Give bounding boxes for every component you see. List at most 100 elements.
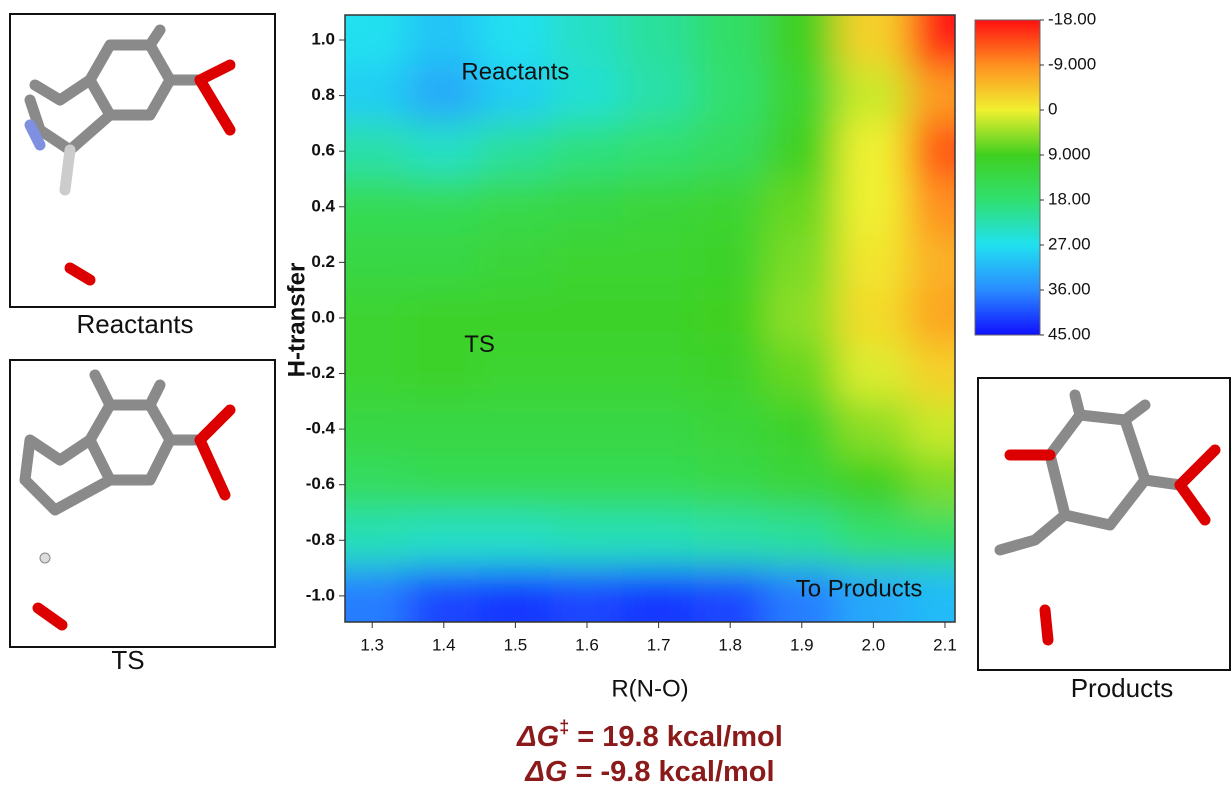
heat-cell	[765, 456, 839, 514]
heat-cell	[693, 234, 767, 292]
heat-cell	[407, 234, 481, 292]
heat-cell	[275, 0, 409, 69]
colorbar-tick-label: 27.00	[1048, 234, 1091, 253]
heat-cell	[837, 234, 911, 292]
y-tick-label: -0.8	[306, 530, 335, 549]
heat-cell	[693, 345, 767, 403]
heat-cell	[479, 400, 553, 458]
symbol-mark: ‡	[559, 717, 569, 737]
y-tick-label: -0.6	[306, 474, 335, 493]
panel-caption: TS	[111, 645, 144, 675]
heat-cell	[837, 122, 911, 180]
heat-cell	[622, 400, 696, 458]
heat-cell	[407, 122, 481, 180]
heat-cell	[765, 234, 839, 292]
x-tick-label: 2.0	[862, 635, 886, 654]
x-tick-label: 1.6	[575, 635, 599, 654]
heat-cell	[550, 234, 624, 292]
heat-cell	[765, 0, 839, 69]
heat-cell	[693, 67, 767, 125]
panel-caption: Products	[1071, 673, 1174, 703]
energy-text: = -9.8 kcal/mol	[567, 756, 774, 788]
reactants-panel: Reactants	[10, 14, 275, 339]
panel-caption: Reactants	[76, 309, 193, 339]
heat-cell	[622, 345, 696, 403]
heat-cell	[550, 122, 624, 180]
heatmap	[275, 0, 1041, 685]
heat-cell	[765, 178, 839, 236]
heat-cell	[407, 400, 481, 458]
heat-cell	[479, 511, 553, 569]
heat-cell	[765, 289, 839, 347]
heat-cell	[693, 400, 767, 458]
colorbar-tick-label: 45.00	[1048, 324, 1091, 343]
x-tick-label: 1.4	[432, 635, 456, 654]
heat-cell	[407, 511, 481, 569]
y-tick-label: 1.0	[311, 29, 335, 48]
heat-cell	[275, 567, 409, 685]
heat-cell	[765, 122, 839, 180]
heat-cell	[407, 178, 481, 236]
heat-cell	[622, 0, 696, 69]
y-tick-label: -0.2	[306, 363, 335, 382]
heat-cell	[693, 511, 767, 569]
products-panel: Products	[978, 378, 1230, 703]
heat-cell	[479, 456, 553, 514]
y-tick-label: -1.0	[306, 585, 335, 604]
reaction-energy: ΔG = -9.8 kcal/mol	[524, 756, 774, 788]
y-tick-label: 0.4	[311, 196, 335, 215]
y-axis-label: H-transfer	[283, 263, 310, 378]
heat-cell	[765, 67, 839, 125]
annotation: To Products	[796, 576, 923, 603]
x-axis-label: R(N-O)	[611, 675, 688, 702]
heat-cell	[837, 511, 911, 569]
x-tick-label: 1.5	[504, 635, 528, 654]
heat-cell	[837, 456, 911, 514]
colorbar-tick-label: 36.00	[1048, 279, 1091, 298]
y-tick-label: 0.6	[311, 141, 335, 160]
heat-cell	[622, 122, 696, 180]
heat-cell	[622, 289, 696, 347]
x-tick-label: 1.7	[647, 635, 671, 654]
heat-cell	[837, 289, 911, 347]
heat-cell	[550, 178, 624, 236]
colorbar	[975, 20, 1040, 335]
heat-cell	[765, 400, 839, 458]
energy-text: = 19.8 kcal/mol	[569, 721, 783, 753]
y-tick-label: 0.8	[311, 85, 335, 104]
heat-cell	[693, 0, 767, 69]
x-tick-label: 1.8	[718, 635, 742, 654]
colorbar-tick-label: -18.00	[1048, 9, 1096, 28]
symbol: ΔG	[524, 756, 567, 788]
heat-cell	[765, 511, 839, 569]
heat-cell	[837, 0, 911, 69]
heat-cell	[479, 178, 553, 236]
heat-cell	[622, 456, 696, 514]
heat-cell	[837, 400, 911, 458]
heat-cell	[479, 234, 553, 292]
x-tick-label: 1.9	[790, 635, 814, 654]
y-tick-label: 0.2	[311, 252, 335, 271]
annotation: Reactants	[461, 59, 569, 86]
heat-cell	[693, 456, 767, 514]
heat-cell	[837, 67, 911, 125]
y-tick-label: -0.4	[306, 419, 336, 438]
heat-cell	[837, 345, 911, 403]
heat-cell	[837, 178, 911, 236]
heat-cell	[693, 289, 767, 347]
heat-cell	[479, 122, 553, 180]
colorbar-tick-label: 0	[1048, 99, 1057, 118]
heat-cell	[693, 178, 767, 236]
heat-cell	[550, 400, 624, 458]
colorbar-tick-label: -9.000	[1048, 54, 1096, 73]
symbol: ΔG	[516, 721, 559, 753]
heat-cell	[622, 67, 696, 125]
x-tick-label: 1.3	[360, 635, 384, 654]
heat-cell	[765, 345, 839, 403]
colorbar-tick-label: 18.00	[1048, 189, 1091, 208]
energy-barrier: ΔG‡ = 19.8 kcal/mol	[516, 717, 783, 753]
annotation: TS	[464, 331, 495, 358]
heat-cell	[622, 234, 696, 292]
heat-cell	[622, 178, 696, 236]
heat-cell	[622, 511, 696, 569]
